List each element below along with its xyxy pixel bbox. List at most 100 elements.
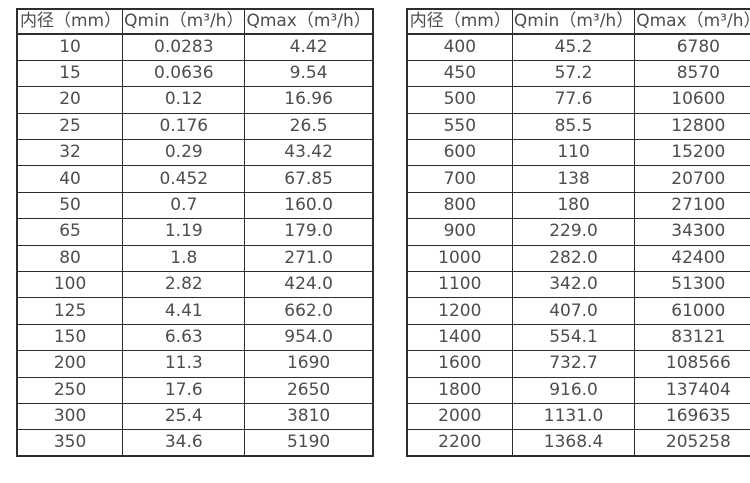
table-cell: 400: [406, 33, 513, 61]
column-header: 内径（mm）: [16, 8, 124, 35]
table-row: 250 17.6 2650: [16, 376, 374, 404]
table-cell: 1.8: [122, 244, 246, 273]
table-row: 600 110 15200: [406, 139, 750, 167]
table-cell: 12800: [634, 112, 750, 141]
table-cell: 200: [16, 350, 124, 378]
table-cell: 15: [16, 59, 124, 88]
table-cell: 0.452: [122, 165, 246, 193]
table-cell: 1200: [406, 297, 513, 325]
table-cell: 450: [406, 59, 513, 88]
table-cell: 40: [16, 165, 124, 193]
table-cell: 954.0: [244, 323, 374, 352]
table-row: 80 1.8 271.0: [16, 244, 374, 273]
table-cell: 4.41: [122, 297, 246, 325]
table-row: 32 0.29 43.42: [16, 139, 374, 167]
table-row: 1100 342.0 51300: [406, 271, 750, 299]
table-cell: 300: [16, 402, 124, 431]
table-cell: 8570: [634, 59, 750, 88]
table-cell: 85.5: [511, 112, 636, 141]
table-cell: 900: [406, 218, 513, 246]
table-cell: 32: [16, 139, 124, 167]
header-row: 内径（mm） Qmin（m³/h） Qmax（m³/h）: [16, 8, 374, 35]
table-row: 50 0.7 160.0: [16, 191, 374, 220]
column-header: 内径（mm）: [406, 8, 513, 35]
table-cell: 43.42: [244, 139, 374, 167]
table-cell: 916.0: [511, 376, 636, 404]
table-cell: 57.2: [511, 59, 636, 88]
table-row: 1800 916.0 137404: [406, 376, 750, 404]
table-row: 15 0.0636 9.54: [16, 59, 374, 88]
table-row: 1000 282.0 42400: [406, 244, 750, 273]
table-cell: 150: [16, 323, 124, 352]
table-cell: 662.0: [244, 297, 374, 325]
table-cell: 1.19: [122, 218, 246, 246]
table-cell: 26.5: [244, 112, 374, 141]
flow-rate-table-large-diameters: 内径（mm） Qmin（m³/h） Qmax（m³/h） 400 45.2 6780 45…: [405, 8, 750, 458]
table-cell: 342.0: [511, 271, 636, 299]
table-cell: 45.2: [511, 33, 636, 61]
table-cell: 800: [406, 191, 513, 220]
table-row: 65 1.19 179.0: [16, 218, 374, 246]
table-row: 350 34.6 5190: [16, 429, 374, 457]
table-cell: 25.4: [122, 402, 246, 431]
table-cell: 0.0636: [122, 59, 246, 88]
table-cell: 2000: [406, 402, 513, 431]
flow-rate-table-small-diameters: 内径（mm） Qmin（m³/h） Qmax（m³/h） 10 0.0283 4.42 1…: [16, 8, 374, 458]
table-cell: 125: [16, 297, 124, 325]
table-row: 40 0.452 67.85: [16, 165, 374, 193]
table-cell: 550: [406, 112, 513, 141]
column-header: Qmin（m³/h）: [511, 8, 636, 35]
table-row: 900 229.0 34300: [406, 218, 750, 246]
table-row: 800 180 27100: [406, 191, 750, 220]
table-cell: 1131.0: [511, 402, 636, 431]
table-cell: 4.42: [244, 33, 374, 61]
table-cell: 34300: [634, 218, 750, 246]
table-cell: 0.7: [122, 191, 246, 220]
table-cell: 350: [16, 429, 124, 457]
table-row: 550 85.5 12800: [406, 112, 750, 141]
table-row: 100 2.82 424.0: [16, 271, 374, 299]
table-cell: 600: [406, 139, 513, 167]
table-cell: 27100: [634, 191, 750, 220]
table-cell: 9.54: [244, 59, 374, 88]
table-cell: 2650: [244, 376, 374, 404]
table-cell: 205258: [634, 429, 750, 457]
table-cell: 0.0283: [122, 33, 246, 61]
table-cell: 250: [16, 376, 124, 404]
table-cell: 1800: [406, 376, 513, 404]
table-cell: 500: [406, 86, 513, 114]
table-cell: 700: [406, 165, 513, 193]
table-row: 200 11.3 1690: [16, 350, 374, 378]
table-row: 10 0.0283 4.42: [16, 33, 374, 61]
table-row: 1600 732.7 108566: [406, 350, 750, 378]
table-cell: 1000: [406, 244, 513, 273]
column-header: Qmin（m³/h）: [122, 8, 246, 35]
table-cell: 6.63: [122, 323, 246, 352]
table-cell: 1690: [244, 350, 374, 378]
table-cell: 138: [511, 165, 636, 193]
table-cell: 77.6: [511, 86, 636, 114]
table-cell: 110: [511, 139, 636, 167]
table-cell: 1400: [406, 323, 513, 352]
table-cell: 3810: [244, 402, 374, 431]
table-row: 25 0.176 26.5: [16, 112, 374, 141]
table-cell: 5190: [244, 429, 374, 457]
table-row: 700 138 20700: [406, 165, 750, 193]
table-cell: 65: [16, 218, 124, 246]
table-cell: 732.7: [511, 350, 636, 378]
column-header: Qmax（m³/h）: [244, 8, 374, 35]
table-cell: 169635: [634, 402, 750, 431]
table-cell: 10600: [634, 86, 750, 114]
table-cell: 20: [16, 86, 124, 114]
table-cell: 0.12: [122, 86, 246, 114]
table-cell: 15200: [634, 139, 750, 167]
table-row: 300 25.4 3810: [16, 402, 374, 431]
table-cell: 100: [16, 271, 124, 299]
table-row: 20 0.12 16.96: [16, 86, 374, 114]
table-cell: 229.0: [511, 218, 636, 246]
table-cell: 10: [16, 33, 124, 61]
table-cell: 80: [16, 244, 124, 273]
table-cell: 108566: [634, 350, 750, 378]
table-cell: 17.6: [122, 376, 246, 404]
table-cell: 0.29: [122, 139, 246, 167]
